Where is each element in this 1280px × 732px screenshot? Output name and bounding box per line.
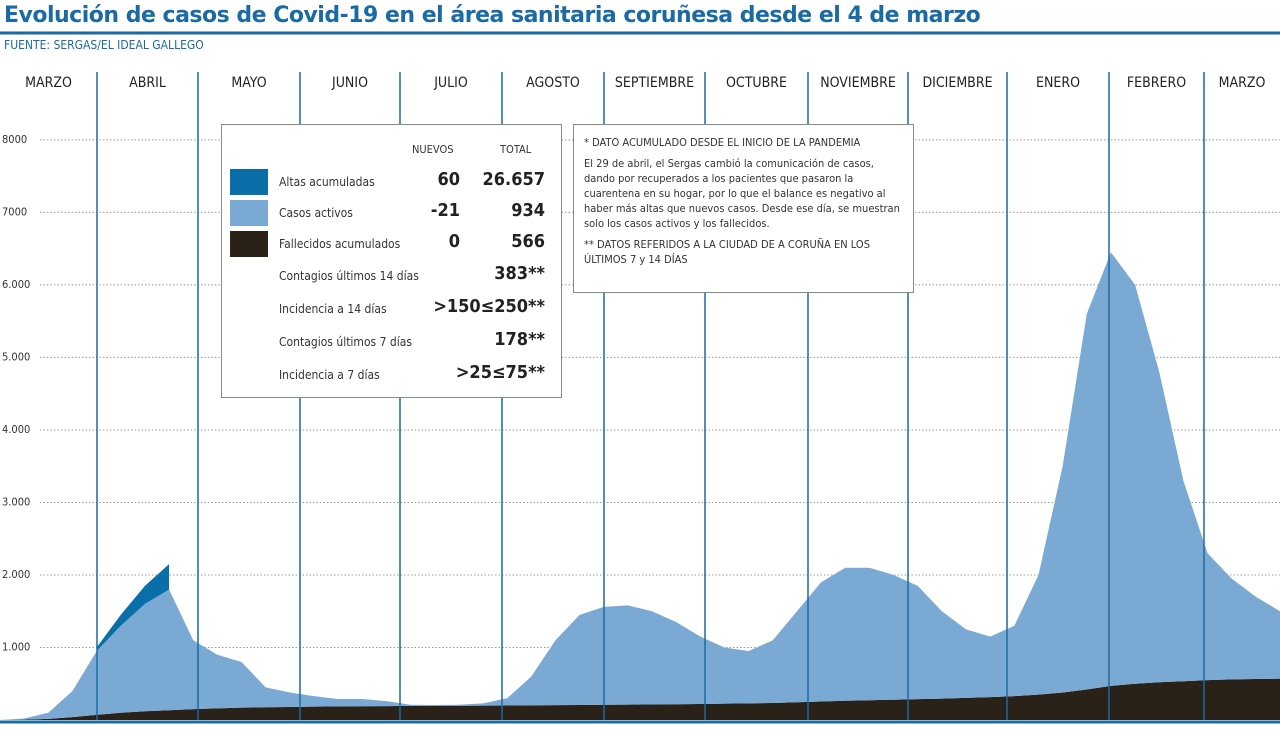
note-text: El 29 de abril, el Sergas cambió la comu… <box>584 157 900 230</box>
y-tick-label: 3.000 <box>2 495 30 508</box>
y-tick-label: 5.000 <box>2 350 30 363</box>
source: FUENTE: SERGAS/EL IDEAL GALLEGO <box>4 38 204 52</box>
y-tick-label: 6.000 <box>2 278 30 291</box>
month-label: DICIEMBRE <box>922 75 992 91</box>
extra-row: Incidencia a 7 días >25≤75** <box>222 360 561 390</box>
month-label: ABRIL <box>129 75 166 91</box>
total-count: 566 <box>511 231 545 252</box>
month-label: NOVIEMBRE <box>820 75 896 91</box>
areas <box>0 252 1280 720</box>
area <box>96 564 170 652</box>
legend-row: Fallecidos acumulados 0 566 <box>222 229 561 259</box>
column-header: TOTAL <box>500 143 532 156</box>
months: MARZO ABRIL MAYO JUNIO JULIO AGOSTO SEPTIEMBRE… <box>25 72 1265 720</box>
month-label: MARZO <box>25 75 72 91</box>
new-count: -21 <box>430 200 460 221</box>
legend-swatch <box>230 231 268 257</box>
y-tick-label: 7000 <box>2 205 27 218</box>
extra-label: Incidencia a 7 días <box>279 368 380 382</box>
legend-swatch <box>230 200 268 226</box>
y-tick-label: 1.000 <box>2 640 30 653</box>
area <box>0 678 1280 720</box>
legend-row: Altas acumuladas 60 26.657 <box>222 167 561 197</box>
month-label: AGOSTO <box>526 75 580 91</box>
note-text: ** DATOS REFERIDOS A LA CIUDAD DE A CORU… <box>584 238 870 266</box>
legend-label: Casos activos <box>279 206 353 220</box>
month-label: OCTUBRE <box>726 75 787 91</box>
column-header: NUEVOS <box>412 143 454 156</box>
legend-label: Altas acumuladas <box>279 175 375 189</box>
month-label: JUNIO <box>331 75 368 91</box>
extra-value: >25≤75** <box>455 362 545 383</box>
extra-row: Contagios últimos 7 días 178** <box>222 327 561 357</box>
month-label: ENERO <box>1036 75 1080 91</box>
area <box>0 252 1280 720</box>
extra-value: 383** <box>494 263 545 284</box>
month-label: SEPTIEMBRE <box>615 75 694 91</box>
note-text: * DATO ACUMULADO DESDE EL INICIO DE LA P… <box>584 136 861 149</box>
y-tick-label: 2.000 <box>2 568 30 581</box>
total-count: 26.657 <box>482 169 546 190</box>
new-count: 0 <box>448 231 460 252</box>
month-label: FEBRERO <box>1127 75 1186 91</box>
extra-value: >150≤250** <box>433 296 545 317</box>
y-tick-label: 4.000 <box>2 423 30 436</box>
extra-row: Incidencia a 14 días >150≤250** <box>222 294 561 324</box>
new-count: 60 <box>437 169 460 190</box>
legend-label: Fallecidos acumulados <box>279 237 401 251</box>
chart-title: Evolución de casos de Covid-19 en el áre… <box>4 3 981 28</box>
extra-label: Contagios últimos 7 días <box>279 335 412 349</box>
legend-table: NUEVOS TOTAL Altas acumuladas 60 26.657 Cas… <box>221 124 562 398</box>
legend-swatch <box>230 169 268 195</box>
total-count: 934 <box>511 200 545 221</box>
extra-label: Incidencia a 14 días <box>279 302 387 316</box>
legend-row: Casos activos -21 934 <box>222 198 561 228</box>
y-tick-label: 8000 <box>2 133 27 146</box>
note-box: * DATO ACUMULADO DESDE EL INICIO DE LA P… <box>573 124 914 293</box>
extra-label: Contagios últimos 14 días <box>279 269 419 283</box>
extra-value: 178** <box>494 329 545 350</box>
extra-row: Contagios últimos 14 días 383** <box>222 261 561 291</box>
month-label: MAYO <box>231 75 266 91</box>
month-label: MARZO <box>1219 75 1266 91</box>
month-label: JULIO <box>433 75 468 91</box>
